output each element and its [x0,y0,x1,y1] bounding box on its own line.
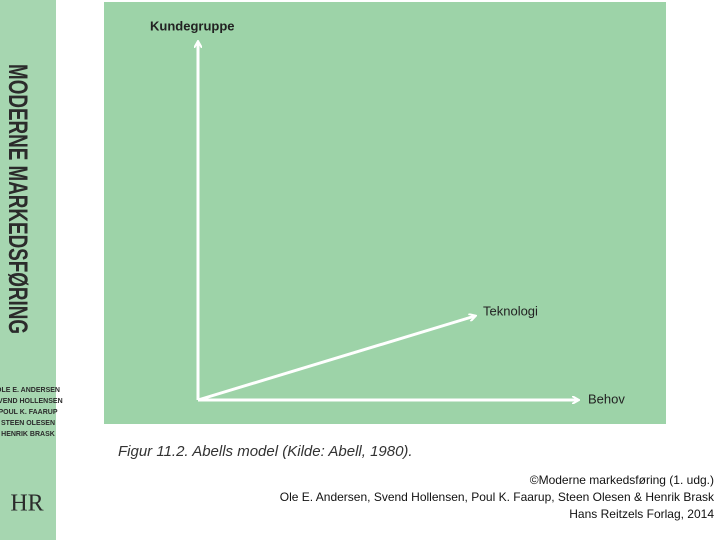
axis-diagonal [197,316,475,402]
cover-title: MODERNE MARKEDSFØRING [3,64,33,334]
footer-line: ©Moderne markedsføring (1. udg.) [530,473,714,487]
cover-authors: OLE E. ANDERSEN SVEND HOLLENSEN POUL K. FA… [0,387,63,438]
cover-author: STEEN OLESEN [1,420,55,427]
footer: ©Moderne markedsføring (1. udg.) Ole E. A… [280,473,715,521]
axis-label: Behov [588,391,625,406]
cover-author: SVEND HOLLENSEN [0,398,63,405]
cover-author: POUL K. FAARUP [0,409,58,416]
cover-spine [0,0,56,540]
diagram-panel [104,2,666,424]
cover-author: HENRIK BRASK [1,431,55,438]
axis-label: Kundegruppe [150,18,235,33]
axis-label: Teknologi [483,303,538,318]
cover-logo: HR [10,491,43,517]
footer-line: Hans Reitzels Forlag, 2014 [569,507,714,521]
footer-line: Ole E. Andersen, Svend Hollensen, Poul K… [280,490,715,504]
caption: Figur 11.2. Abells model (Kilde: Abell, … [118,443,413,460]
cover-author: OLE E. ANDERSEN [0,387,60,394]
